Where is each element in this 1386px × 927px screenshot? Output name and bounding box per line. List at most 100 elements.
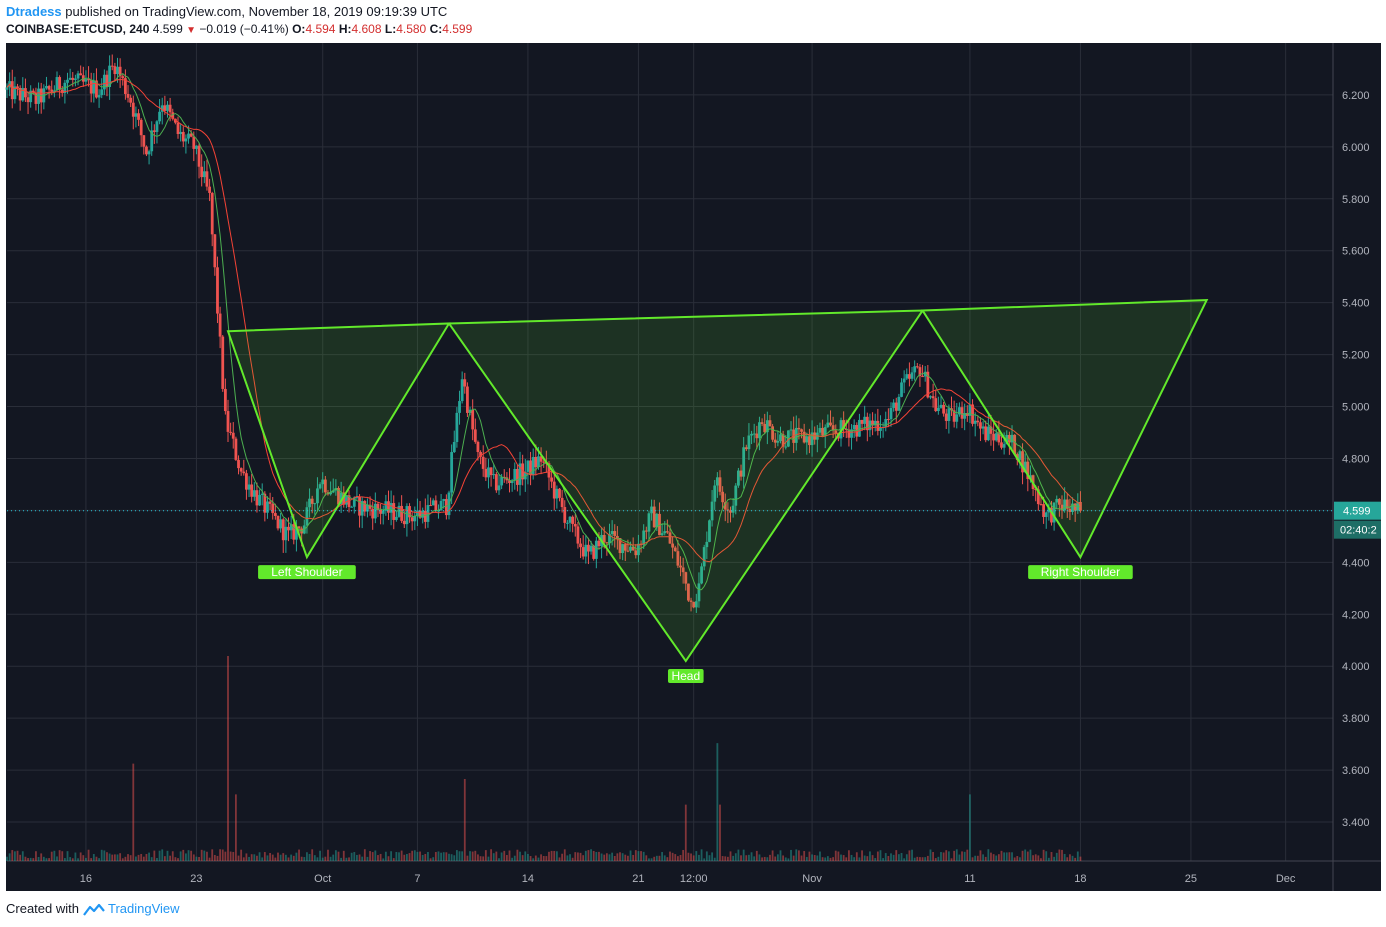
volume-bar [758,854,761,861]
candle-body [626,550,630,552]
volume-bar [695,851,698,861]
volume-bar [237,855,240,861]
candle-body [131,102,135,117]
candle-body [955,414,959,422]
pattern-label: Right Shoulder [1028,565,1133,580]
author-name[interactable]: Dtradess [6,4,62,19]
volume-bar [800,855,803,861]
volume-bar [35,851,37,861]
candle-body [497,485,501,491]
candle-body [431,500,435,506]
candle-body [181,131,185,142]
candle-body [200,166,204,178]
candle-body [1013,434,1017,455]
candle-body [968,404,972,416]
candle-body [145,146,148,155]
volume-bar [811,854,813,861]
candle-body [958,407,961,415]
candle-body [765,420,769,433]
high-label: H: [338,22,352,36]
candle-body [973,420,977,424]
volume-bar [198,857,200,861]
candle-body [621,544,625,554]
candle-body [471,409,475,430]
volume-bar [95,856,98,861]
candle-body [1039,504,1043,506]
candle-body [700,566,703,584]
volume-bar [858,857,861,861]
volume-bar [945,850,948,861]
candle-body [860,419,864,424]
time-tick-label: 21 [632,873,644,885]
volume-bar [882,858,885,861]
volume-bar [516,849,519,861]
volume-bar [32,858,35,861]
volume-bar [763,856,766,861]
volume-bar [692,855,695,861]
candle-body [805,436,809,443]
volume-bar [627,855,629,861]
volume-bar [761,857,763,861]
candle-body [384,501,388,511]
candle-body [189,133,193,137]
candle-body [66,79,69,83]
candle-body [781,434,785,447]
volume-bar [63,858,66,861]
candle-body [897,396,901,411]
volume-bar [861,850,863,861]
candle-body [658,513,661,536]
volume-bar [508,850,511,861]
volume-bar [48,858,50,861]
candle-body [321,479,325,485]
volume-bar [58,850,61,861]
volume-bar [1013,857,1016,861]
candle-body [847,429,851,438]
volume-bar [598,851,600,861]
volume-bar [350,852,353,861]
volume-bar [900,853,903,861]
volume-bar [453,855,456,861]
volume-bar [745,855,748,861]
candle-body [316,488,319,504]
candle-body [994,433,998,441]
volume-bar [103,850,106,861]
volume-bar [384,851,387,861]
candle-body [797,427,801,430]
candle-body [158,111,161,122]
volume-bar [153,850,156,861]
candle-body [439,500,443,511]
volume-bar [1034,854,1037,861]
volume-bar [484,850,487,861]
volume-bar [242,857,245,861]
head-shoulders-pattern [226,299,1209,663]
tradingview-brand[interactable]: TradingView [108,901,180,916]
volume-bar [287,857,290,861]
volume-bar [542,855,545,861]
volume-bar [798,850,800,861]
candle-body [502,476,506,478]
price-chart[interactable]: 3.4003.6003.8004.0004.2004.4004.6004.800… [0,0,1386,895]
volume-bar [937,856,940,861]
volume-bar [1050,852,1053,861]
price-tick-label: 3.800 [1342,713,1370,725]
candle-body [10,81,14,100]
volume-bar [795,849,798,861]
candle-body [776,441,780,443]
candle-body [965,413,969,416]
volume-bar [840,854,842,861]
candle-body [410,517,414,522]
volume-bar [521,855,524,861]
candle-body [379,509,382,514]
volume-bar [185,853,187,861]
volume-bar [398,852,400,861]
candle-body [779,434,782,442]
candle-body [802,431,806,443]
volume-bar [687,852,690,861]
price-tick-label: 4.000 [1342,661,1370,673]
time-axis: 16 23 Oct 7 14 21 12:00 Nov 11 18 25 Dec [80,873,1296,885]
volume-bar [66,851,69,861]
candle-body [184,138,188,142]
candle-body [742,447,746,477]
candle-body [258,494,261,506]
volume-bar [963,851,966,861]
